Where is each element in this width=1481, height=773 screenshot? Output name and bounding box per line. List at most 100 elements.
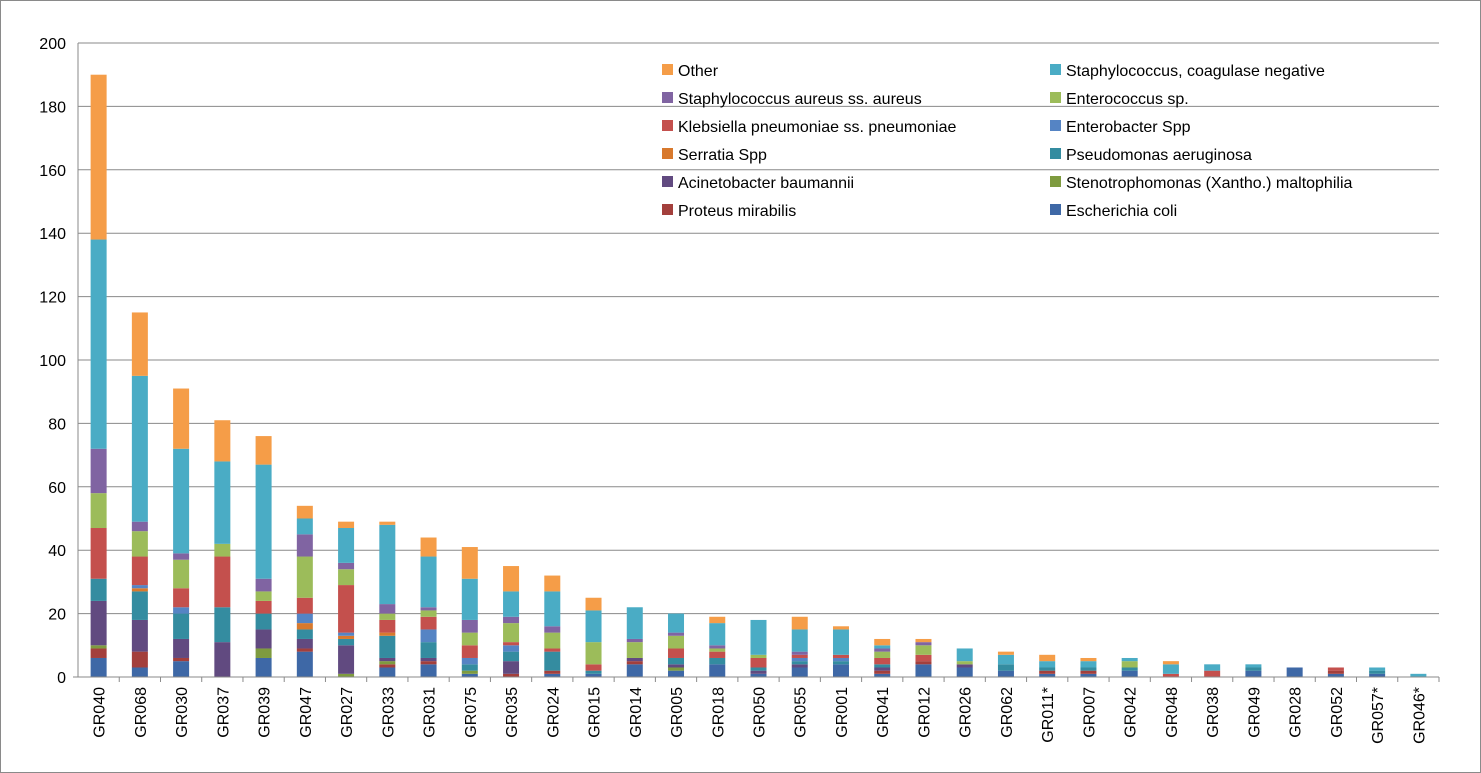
bar-segment <box>997 670 1014 677</box>
bar-segment <box>214 420 231 462</box>
bar-segment <box>296 651 313 677</box>
bar-segment <box>709 648 726 652</box>
bar-segment <box>90 657 107 677</box>
bar-segment <box>832 654 849 658</box>
legend-entry: Staphylococcus aureus ss. aureus <box>678 91 922 108</box>
legend-swatch <box>662 176 673 187</box>
bar-segment <box>791 629 808 652</box>
bar-segment <box>544 591 561 627</box>
bar-segment <box>709 657 726 665</box>
bar-segment <box>338 562 355 570</box>
legend-entry: Acinetobacter baumannii <box>678 175 854 192</box>
bar-segment <box>1204 664 1221 671</box>
x-tick-label: GR046* <box>1411 687 1428 744</box>
bar-segment <box>338 645 355 674</box>
x-tick-label: GR040 <box>92 687 109 738</box>
bar-segment <box>874 670 891 674</box>
bar-segment <box>668 635 685 649</box>
bar-segment <box>1369 670 1386 674</box>
bar-segment <box>956 648 973 662</box>
bar-segment <box>90 600 107 646</box>
bar-segment <box>338 585 355 633</box>
y-tick-label: 40 <box>48 543 66 560</box>
bar-segment <box>1369 673 1386 677</box>
bar-segment <box>296 613 313 624</box>
x-tick-label: GR005 <box>669 687 686 738</box>
x-tick-label: GR048 <box>1164 687 1181 738</box>
bar-segment <box>791 651 808 655</box>
bar-segment <box>503 642 520 646</box>
bar-segment <box>585 664 602 671</box>
bar-segment <box>750 619 767 655</box>
bar-segment <box>544 575 561 592</box>
bar-segment <box>379 604 396 614</box>
bar-segment <box>1162 661 1179 665</box>
bar-segment <box>1369 667 1386 671</box>
bar-segment <box>131 556 148 586</box>
bar-segment <box>874 645 891 649</box>
bar-segment <box>255 436 272 465</box>
bar-segment <box>750 654 767 658</box>
bar-segment <box>296 518 313 535</box>
bar-segment <box>131 531 148 557</box>
bar-segment <box>338 521 355 529</box>
bar-segment <box>874 657 891 665</box>
y-tick-label: 60 <box>48 480 66 497</box>
bar-segment <box>626 661 643 665</box>
bar-segment <box>503 645 520 652</box>
y-axis-ticks: 0 20 40 60 80 100 120 140 160 180 200 <box>39 36 66 687</box>
x-tick-label: GR027 <box>339 687 356 738</box>
bar-segment <box>503 623 520 643</box>
bar-segment <box>668 648 685 658</box>
bar-segment <box>1327 667 1344 671</box>
legend-entry: Enterobacter Spp <box>1066 119 1191 136</box>
bar-segment <box>668 664 685 668</box>
bar-segment <box>296 648 313 652</box>
bar-segment <box>90 578 107 601</box>
bar-segment <box>832 657 849 662</box>
x-tick-label: GR039 <box>257 687 274 738</box>
bar-segment <box>379 635 396 658</box>
bar-segment <box>461 657 478 665</box>
bar-segment <box>173 638 190 658</box>
bar-segment <box>750 673 767 677</box>
bar-segment <box>1039 661 1056 668</box>
bar-segment <box>874 667 891 671</box>
bar-segment <box>131 588 148 592</box>
bar-segment <box>791 616 808 630</box>
bar-segment <box>874 673 891 677</box>
bar-segment <box>915 638 932 643</box>
bar-segment <box>420 661 437 665</box>
bar-segment <box>461 578 478 620</box>
bar-segment <box>544 673 561 677</box>
bar-segment <box>791 654 808 658</box>
bar-segment <box>255 591 272 601</box>
legend-swatch <box>662 148 673 159</box>
bar-segment <box>1245 670 1262 677</box>
bar-segment <box>90 648 107 658</box>
bar-segment <box>420 537 437 557</box>
y-tick-label: 120 <box>39 290 66 307</box>
bar-segment <box>874 664 891 668</box>
bar-segment <box>379 632 396 636</box>
y-tick-label: 80 <box>48 416 66 433</box>
bar-segment <box>420 657 437 662</box>
x-tick-label: GR031 <box>422 687 439 738</box>
bar-segment <box>379 667 396 677</box>
bar-segment <box>338 569 355 586</box>
bar-segment <box>544 648 561 652</box>
bar-segment <box>173 607 190 614</box>
bar-segment <box>296 638 313 649</box>
x-tick-label: GR047 <box>298 687 315 738</box>
legend-swatch <box>1050 120 1061 131</box>
x-tick-label: GR055 <box>793 687 810 738</box>
bar-segment <box>1162 673 1179 677</box>
bar-segment <box>709 623 726 646</box>
legend-entry: Stenotrophomonas (Xantho.) maltophilia <box>1066 175 1352 192</box>
bar-segment <box>668 632 685 636</box>
bar-segment <box>420 616 437 630</box>
bar-segment <box>750 657 767 668</box>
legend-entry: Staphylococcus, coagulase negative <box>1066 63 1325 80</box>
bar-segment <box>832 629 849 655</box>
bar-segment <box>626 607 643 639</box>
